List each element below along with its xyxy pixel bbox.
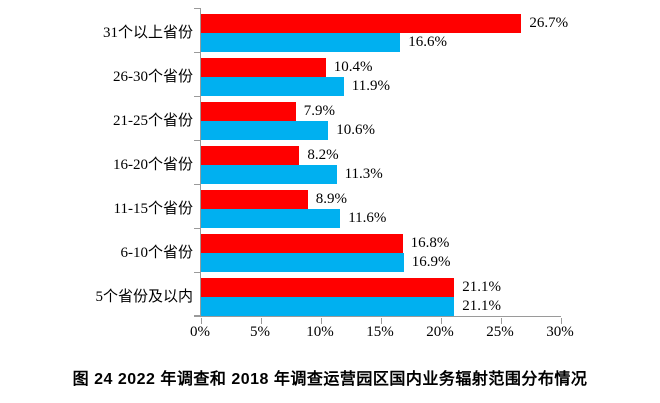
category-band: 8.9% 11.6% bbox=[201, 184, 561, 228]
category-label: 21-25个省份 bbox=[113, 113, 193, 129]
bar-row-red: 8.2% bbox=[201, 146, 561, 165]
x-axis-tick-label: 25% bbox=[486, 324, 514, 340]
data-label: 11.3% bbox=[344, 166, 383, 182]
category-label: 31个以上省份 bbox=[102, 25, 193, 41]
y-axis-tick bbox=[193, 95, 200, 97]
y-axis-tick bbox=[193, 315, 200, 317]
category-band: 21.1% 21.1% bbox=[201, 272, 561, 316]
y-axis-tick bbox=[193, 271, 200, 273]
y-axis-tick bbox=[193, 227, 200, 229]
red-bar bbox=[201, 146, 300, 165]
category-label: 5个省份及以内 bbox=[95, 289, 193, 305]
category-label: 6-10个省份 bbox=[120, 245, 194, 261]
red-bar bbox=[201, 278, 455, 297]
y-axis-tick bbox=[193, 7, 200, 9]
blue-bar bbox=[201, 297, 455, 316]
blue-bar bbox=[201, 165, 337, 184]
category-band: 8.2% 11.3% bbox=[201, 140, 561, 184]
data-label: 11.9% bbox=[351, 78, 390, 94]
x-axis-tick-label: 20% bbox=[426, 324, 454, 340]
data-label: 10.6% bbox=[336, 122, 375, 138]
data-label: 10.4% bbox=[333, 59, 373, 75]
bar-row-red: 8.9% bbox=[201, 190, 561, 209]
blue-bar bbox=[201, 209, 341, 228]
x-axis-tick bbox=[320, 317, 322, 324]
bar-row-red: 21.1% bbox=[201, 278, 561, 297]
chart-caption: 图 24 2022 年调查和 2018 年调查运营园区国内业务辐射范围分布情况 bbox=[72, 371, 588, 388]
blue-bar bbox=[201, 121, 329, 140]
red-bar bbox=[201, 190, 308, 209]
bar-row-blue: 21.1% bbox=[201, 297, 561, 316]
blue-bar bbox=[201, 253, 404, 272]
category-band: 26.7% 16.6% bbox=[201, 8, 568, 52]
x-axis-tick-label: 30% bbox=[546, 324, 574, 340]
data-label: 21.1% bbox=[462, 279, 501, 295]
category-label: 16-20个省份 bbox=[113, 157, 193, 173]
bar-row-red: 7.9% bbox=[201, 102, 561, 121]
data-label: 21.1% bbox=[462, 298, 501, 314]
data-label: 16.6% bbox=[408, 34, 447, 50]
bar-row-blue: 10.6% bbox=[201, 121, 561, 140]
data-label: 7.9% bbox=[303, 103, 336, 119]
y-axis-tick bbox=[193, 183, 200, 185]
bar-row-red: 26.7% bbox=[201, 14, 568, 33]
bar-row-blue: 11.9% bbox=[201, 77, 561, 96]
red-bar bbox=[201, 14, 522, 33]
data-label: 16.8% bbox=[410, 235, 450, 251]
category-band: 7.9% 10.6% bbox=[201, 96, 561, 140]
bar-row-blue: 11.6% bbox=[201, 209, 561, 228]
data-label: 16.9% bbox=[411, 254, 451, 270]
x-axis-tick-label: 5% bbox=[250, 324, 270, 340]
data-label: 26.7% bbox=[529, 15, 569, 31]
red-bar bbox=[201, 58, 326, 77]
blue-bar bbox=[201, 33, 401, 52]
y-axis-tick bbox=[193, 139, 200, 141]
x-axis-tick bbox=[560, 317, 562, 324]
bar-row-blue: 16.9% bbox=[201, 253, 561, 272]
x-axis-tick-label: 10% bbox=[306, 324, 334, 340]
category-band: 10.4% 11.9% bbox=[201, 52, 561, 96]
data-label: 8.9% bbox=[315, 191, 348, 207]
x-axis-tick bbox=[260, 317, 262, 324]
data-label: 11.6% bbox=[348, 210, 387, 226]
x-axis-tick-label: 0% bbox=[190, 324, 210, 340]
category-band: 16.8% 16.9% bbox=[201, 228, 561, 272]
x-axis-tick bbox=[200, 317, 202, 324]
x-axis-tick bbox=[440, 317, 442, 324]
bar-row-blue: 11.3% bbox=[201, 165, 561, 184]
plot-area: 26.7% 16.6% 10.4% 11.9% 7.9% 10.6% 8.2% 11.3% 8.… bbox=[193, 7, 568, 324]
red-bar bbox=[201, 234, 403, 253]
red-bar bbox=[201, 102, 296, 121]
x-axis-tick-label: 15% bbox=[366, 324, 394, 340]
y-axis-tick bbox=[193, 51, 200, 53]
x-axis-tick bbox=[500, 317, 502, 324]
bar-row-red: 10.4% bbox=[201, 58, 561, 77]
bar-row-blue: 16.6% bbox=[201, 33, 561, 52]
category-label: 26-30个省份 bbox=[113, 69, 193, 85]
data-label: 8.2% bbox=[307, 147, 339, 163]
category-label: 11-15个省份 bbox=[113, 201, 193, 217]
bar-row-red: 16.8% bbox=[201, 234, 561, 253]
x-axis-tick bbox=[380, 317, 382, 324]
blue-bar bbox=[201, 77, 344, 96]
